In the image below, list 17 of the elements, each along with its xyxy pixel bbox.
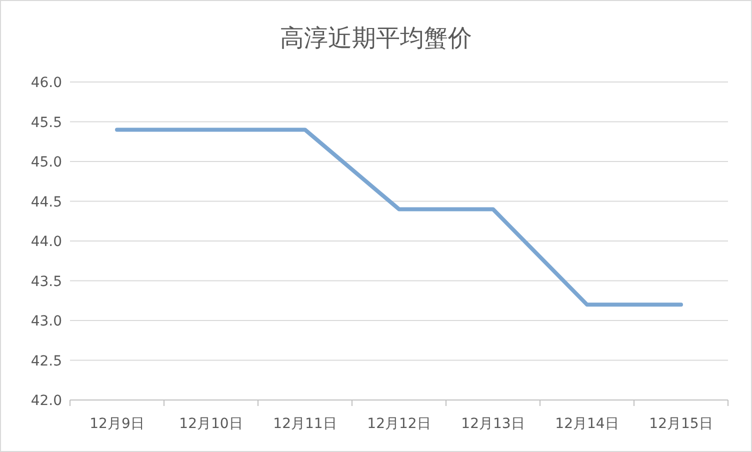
y-tick-label: 42.5 bbox=[30, 353, 62, 370]
x-tick-label: 12月9日 bbox=[90, 416, 144, 432]
y-tick-label: 45.0 bbox=[30, 154, 62, 170]
x-tick-label: 12月10日 bbox=[179, 416, 243, 432]
y-tick-label: 42.0 bbox=[30, 393, 62, 409]
x-tick-label: 12月13日 bbox=[461, 416, 525, 432]
x-tick-label: 12月15日 bbox=[649, 416, 713, 432]
y-tick-label: 46.0 bbox=[30, 75, 62, 91]
chart-title: 高淳近期平均蟹价 bbox=[280, 24, 472, 52]
y-tick-label: 45.5 bbox=[30, 114, 62, 131]
x-tick-label: 12月12日 bbox=[367, 416, 431, 432]
y-tick-label: 44.0 bbox=[30, 234, 62, 250]
x-tick-label: 12月11日 bbox=[273, 416, 337, 432]
y-tick-label: 43.0 bbox=[30, 314, 62, 330]
x-tick-label: 12月14日 bbox=[555, 416, 619, 432]
y-tick-label: 44.5 bbox=[30, 194, 62, 210]
y-tick-label: 43.5 bbox=[30, 274, 62, 290]
